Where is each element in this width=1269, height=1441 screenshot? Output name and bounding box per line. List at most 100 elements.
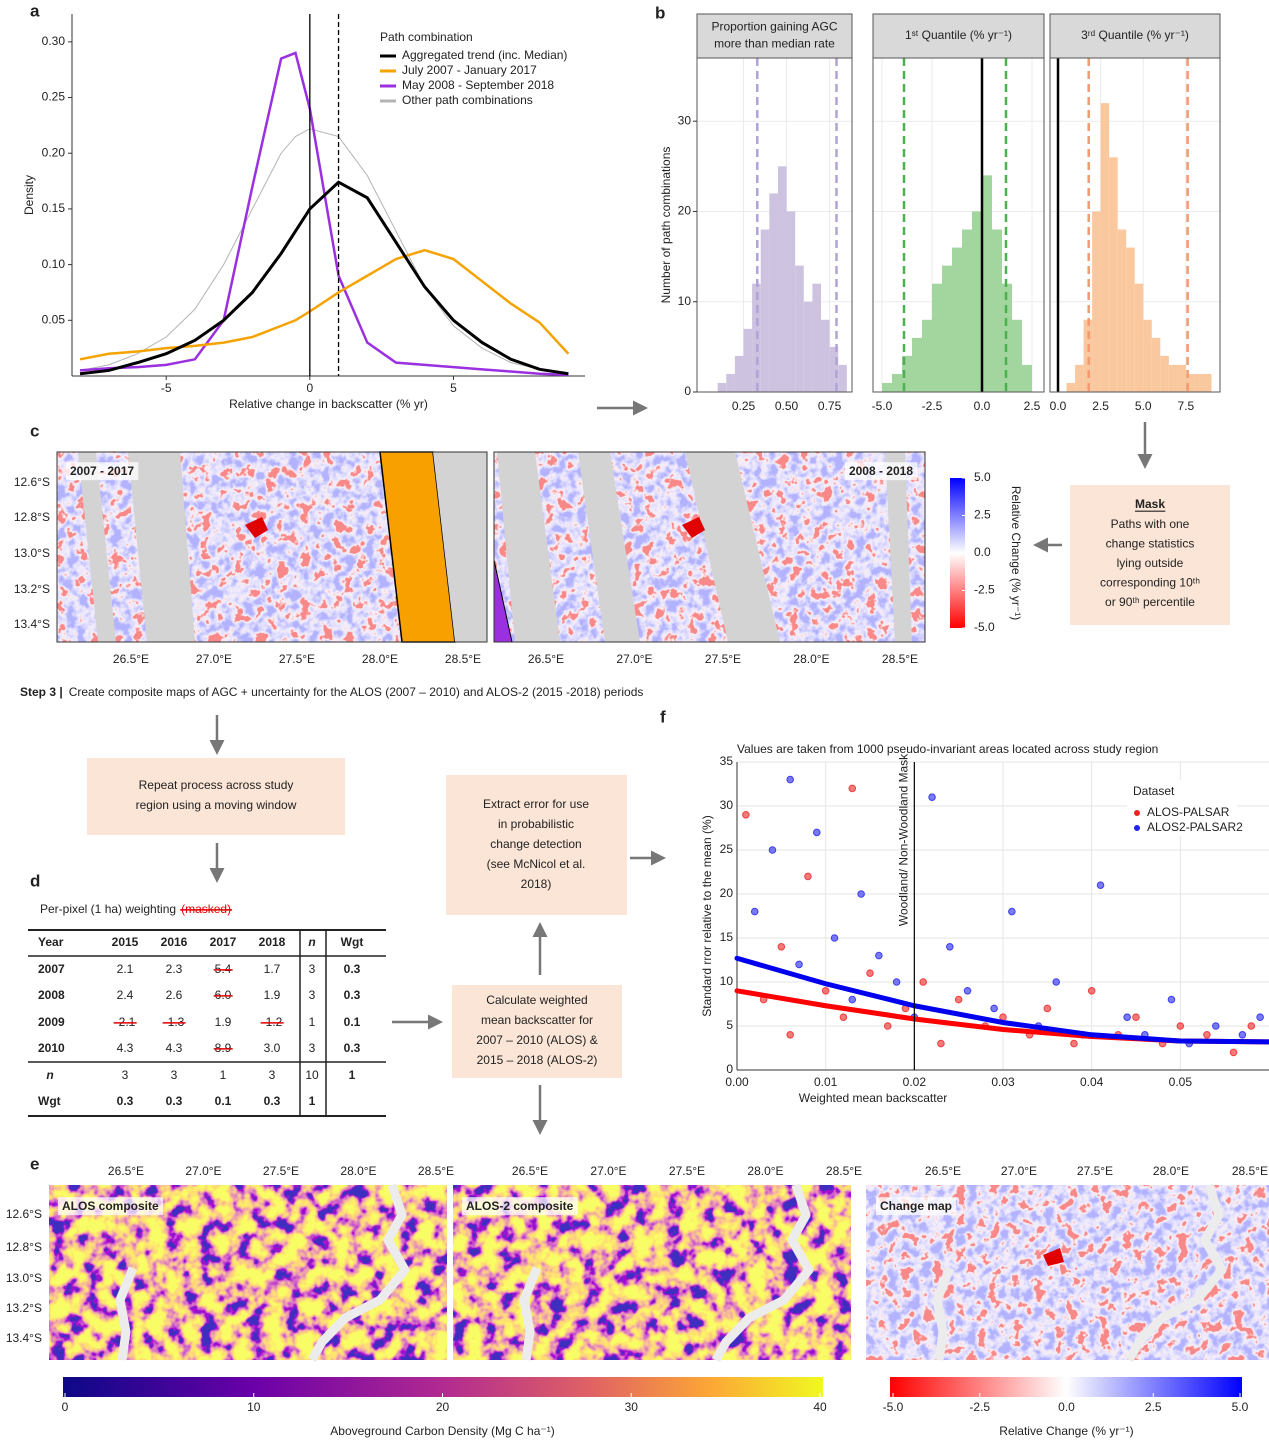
bar [769,193,778,392]
x-axis-title: Relative change in backscatter (% yr) [229,397,428,411]
lat-tick-label: 13.2°S [6,1301,42,1315]
x-tick-label: 5.0 [1135,399,1152,413]
y-tick-label: 10 [678,294,692,308]
bar [1202,373,1212,392]
colorbar-tick-label: -2.5 [974,583,995,597]
table-cell: 3.0 [264,1041,281,1055]
y-tick-label: 0 [726,1062,733,1076]
y-tick-label: 0.05 [42,312,66,326]
point [1212,1022,1220,1030]
lat-tick-label: 12.8°S [6,1240,42,1254]
table-cell: 1.9 [215,1015,232,1029]
map-label: ALOS-2 composite [466,1199,574,1213]
point [1043,1004,1052,1013]
lon-tick-label: 28.5°E [1232,1164,1268,1178]
lon-tick-label: 28.5°E [826,1164,862,1178]
point [1070,1039,1078,1048]
point [1123,1013,1131,1022]
bar [1117,229,1127,392]
lon-tick-label: 27.0°E [185,1164,221,1178]
y-axis-title: Number of path combinations [659,147,673,304]
table-cell: 3 [122,1068,129,1082]
y-tick-label: 30 [720,798,734,812]
table-cell: 0.1 [344,1015,361,1029]
x-tick-label: 5 [450,381,457,395]
table-cell: 3 [269,1068,276,1082]
legend-label: ALOS-PALSAR [1147,805,1230,819]
x-tick-label: -5.0 [872,399,893,413]
bar [777,166,787,392]
y-tick-label: 0.20 [42,145,66,159]
table-header: 2018 [259,935,286,949]
point [1052,978,1060,986]
point [742,811,750,819]
legend-title: Path combination [380,30,473,44]
y-tick-label: 20 [678,204,692,218]
point [866,969,874,978]
panel-label: a [30,1,40,20]
map-label-box [58,1197,164,1216]
bar [912,337,922,392]
lat-tick-label: 13.2°S [14,582,50,596]
colorbar-tick-label: 30 [625,1400,639,1414]
panel-label: f [660,707,666,726]
bar [942,265,952,392]
lon-tick-label: 28.5°E [445,652,481,666]
x-tick-label: 2.5 [1024,399,1041,413]
lon-tick-label: 26.5°E [925,1164,961,1178]
point [1229,1048,1238,1057]
table-cell: 0.3 [166,1094,183,1108]
point [963,987,972,995]
map-c2 [493,451,926,643]
bar [812,283,821,392]
x-tick-label: 0.50 [775,399,799,413]
legend-label: May 2008 - September 2018 [402,78,554,92]
lon-tick-label: 27.5°E [705,652,741,666]
bar [1022,364,1032,392]
point [1203,1031,1211,1039]
reference-label: Woodland/ Non-Woodland Mask [897,753,911,926]
bar [717,382,727,392]
colorbar-tick-label: 20 [436,1400,450,1414]
colorbar-tick-label: -5.0 [974,620,995,634]
table-cell: 2010 [38,1041,65,1055]
table-cell: 2007 [38,962,65,976]
x-tick-label: 0.01 [814,1075,838,1089]
fit-line [734,955,1269,1045]
mask-box [1070,485,1230,625]
box-text: Calculate weighted [486,993,587,1007]
y-tick-label: 0 [684,384,691,398]
colorbar-change [890,1377,1242,1397]
point [1087,987,1096,995]
point [937,1039,945,1048]
y-tick-label: 0.30 [42,34,66,48]
bar [892,373,902,392]
colorbar-tick-label: 2.5 [974,508,991,522]
table-cell: 4.3 [166,1041,183,1055]
strip [696,13,853,59]
table-cell: 3 [309,962,316,976]
table-header: n [308,935,315,949]
lon-tick-label: 28.0°E [747,1164,783,1178]
box-text: in probabilistic [498,817,574,831]
bar [952,247,962,392]
bar [1168,364,1178,392]
panel-border [696,57,853,393]
map-label-box [66,462,139,481]
mask-text: or 90ᵗʰ percentile [1105,595,1195,609]
table-cell: 2008 [38,988,65,1002]
table-cell: 1.7 [264,962,281,976]
bar [786,211,796,392]
point [821,987,830,995]
map-label-box [844,462,918,481]
table-cell: 0.1 [215,1094,232,1108]
lat-tick-label: 13.4°S [6,1331,42,1345]
colorbar-title: Relative Change (% yr⁻¹) [999,1424,1133,1438]
bar [902,355,912,392]
point [777,943,786,951]
bar [1185,373,1195,392]
x-tick-label: 0.05 [1169,1075,1193,1089]
bar [829,346,839,392]
point [892,978,901,986]
table-cell: 1 [220,1068,227,1082]
